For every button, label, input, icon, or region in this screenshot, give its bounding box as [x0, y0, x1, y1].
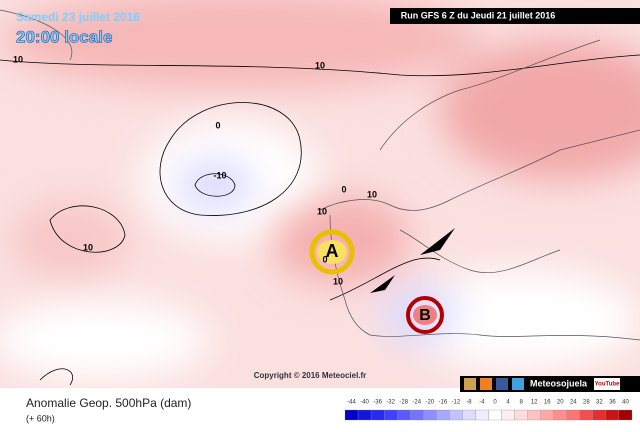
contour-labels: 10 10 0 -10 0 10 10 0 10 10 [13, 54, 377, 286]
legend-label: -12 [452, 400, 461, 406]
contour-label: 0 [215, 120, 220, 130]
high-symbol: A [309, 229, 355, 275]
legend-swatch [514, 409, 528, 421]
legend-label: -44 [347, 400, 356, 406]
legend-label: -40 [360, 400, 369, 406]
low-label: B [419, 307, 431, 324]
contour-label: 10 [367, 189, 377, 199]
legend-swatch [423, 409, 437, 421]
legend-label: 32 [596, 400, 603, 406]
legend-swatch [344, 409, 359, 421]
legend-label: 8 [519, 400, 523, 406]
legend-swatch [397, 409, 411, 421]
legend-swatch [488, 409, 502, 421]
contour-label: 10 [317, 206, 327, 216]
social-name[interactable]: Meteosojuela [530, 378, 588, 388]
legend-label: 36 [609, 400, 616, 406]
copyright: Copyright © 2016 Meteociel.fr [254, 371, 367, 380]
legend-swatch [410, 409, 424, 421]
contour-label: 0 [341, 184, 346, 194]
contour-label: 10 [13, 54, 23, 64]
legend-label: 40 [622, 400, 629, 406]
legend-label: 20 [557, 400, 564, 406]
legend-label: -20 [425, 400, 434, 406]
legend-label: 12 [531, 400, 538, 406]
contour-label: 10 [315, 60, 325, 70]
legend-label: 28 [583, 400, 590, 406]
legend-swatch [527, 409, 541, 421]
legend-label: 4 [506, 400, 510, 406]
run-bar [390, 8, 640, 24]
color-legend: -44 -40 -36 -32 -28 -24 -20 -16 -12 -8 -4 0 4 8 12 16 20… [344, 400, 633, 421]
legend-swatch [449, 409, 463, 421]
legend-label: 24 [570, 400, 577, 406]
legend-label: 16 [544, 400, 551, 406]
high-label: A [326, 241, 339, 261]
legend-swatch [475, 409, 489, 421]
legend-label: 0 [493, 400, 497, 406]
contour-label: 10 [333, 276, 343, 286]
footer-title: Anomalie Geop. 500hPa (dam) [26, 396, 191, 410]
legend-swatch [436, 409, 450, 421]
legend-label: -36 [373, 400, 382, 406]
legend-swatch [501, 409, 515, 421]
legend-swatch [618, 409, 633, 421]
legend-label: -16 [439, 400, 448, 406]
legend-swatch [592, 409, 607, 421]
time: 20:00 locale [16, 27, 112, 46]
legend-swatch [579, 409, 594, 421]
legend-swatch [357, 409, 372, 421]
contour-label: -10 [213, 170, 226, 180]
legend-label: -8 [466, 400, 472, 406]
social-bar: Meteosojuela YouTube [460, 376, 640, 392]
date: Samedi 23 juillet 2016 [16, 10, 140, 24]
legend-swatch [370, 409, 385, 421]
map [0, 0, 640, 388]
footer [0, 392, 640, 427]
legend-swatch [566, 409, 580, 421]
contour-label: 10 [83, 242, 93, 252]
youtube[interactable]: YouTube [595, 382, 620, 388]
legend-label: -28 [399, 400, 408, 406]
legend-swatch [605, 409, 620, 421]
legend-swatch [540, 409, 554, 421]
low-symbol: B [406, 296, 444, 334]
legend-label: -4 [479, 400, 485, 406]
legend-swatch [553, 409, 567, 421]
run-info: Run GFS 6 Z du Jeudi 21 juillet 2016 [401, 10, 556, 20]
contour-label: 0 [322, 254, 327, 264]
legend-label: -32 [386, 400, 395, 406]
legend-swatch [462, 409, 476, 421]
legend-label: -24 [412, 400, 421, 406]
footer-lead: (+ 60h) [26, 413, 55, 423]
legend-swatch [383, 409, 398, 421]
